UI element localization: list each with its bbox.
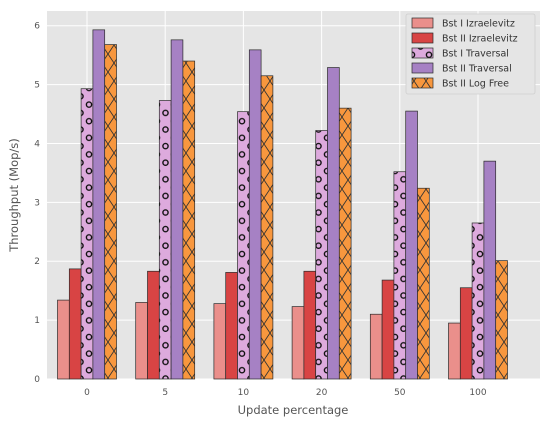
legend-swatch-bst-ii-log-free <box>411 77 434 89</box>
bar-bst-ii-traversal-50 <box>405 110 418 380</box>
legend-label-bst-i-izraelevitz: Bst I Izraelevitz <box>442 19 515 30</box>
x-tick-label-10: 10 <box>238 388 250 398</box>
y-axis-ticks: 0 1 2 3 4 5 6 <box>34 22 40 385</box>
bar-bst-i-izraelevitz-5 <box>135 302 148 380</box>
x-axis-label: Update percentage <box>238 403 349 417</box>
y-tick-label-5: 5 <box>34 81 40 91</box>
bar-bst-ii-izraelevitz-50 <box>381 279 395 380</box>
bar-bst-i-traversal-5 <box>158 100 172 380</box>
bar-bst-ii-log-free-10 <box>260 75 274 380</box>
bar-bst-ii-traversal-5 <box>170 39 184 380</box>
bar-bst-ii-traversal-10 <box>248 49 262 380</box>
y-tick-label-2: 2 <box>34 257 40 267</box>
x-tick-label-100: 100 <box>469 388 486 398</box>
bar-bst-ii-log-free-0 <box>104 44 117 380</box>
bar-bst-ii-traversal-0 <box>92 29 106 380</box>
legend-swatch-bst-i-izraelevitz <box>411 17 434 29</box>
y-tick-label-0: 0 <box>34 375 40 385</box>
y-axis-label: Throughput (Mop/s) <box>7 138 21 253</box>
bar-bst-ii-log-free-50 <box>417 187 430 380</box>
legend-swatch-bst-ii-traversal <box>411 62 434 74</box>
bar-bst-i-traversal-10 <box>237 111 250 380</box>
legend-label-bst-ii-traversal: Bst II Traversal <box>442 64 512 75</box>
bar-bst-i-izraelevitz-10 <box>213 303 227 380</box>
bar-bst-i-traversal-100 <box>471 222 485 380</box>
x-axis-ticks: 0 5 10 20 50 100 <box>84 388 487 398</box>
bar-bst-i-traversal-0 <box>80 88 94 380</box>
bar-bst-ii-izraelevitz-20 <box>303 270 317 380</box>
x-tick-label-0: 0 <box>84 388 90 398</box>
x-tick-label-5: 5 <box>162 388 168 398</box>
bar-bst-ii-log-free-100 <box>495 260 508 380</box>
x-tick-label-50: 50 <box>394 388 406 398</box>
bar-bst-ii-log-free-20 <box>338 107 352 380</box>
bars-group <box>57 29 508 380</box>
y-tick-label-3: 3 <box>34 198 40 208</box>
bar-bst-i-izraelevitz-0 <box>57 299 70 380</box>
legend: Bst I Izraelevitz Bst II Izraelevitz Bst I… <box>405 13 536 95</box>
bar-bst-ii-izraelevitz-5 <box>147 270 160 380</box>
bar-bst-ii-traversal-20 <box>327 67 340 380</box>
bar-bst-i-traversal-20 <box>315 130 328 380</box>
bar-bst-ii-traversal-100 <box>483 160 497 380</box>
bar-bst-ii-izraelevitz-10 <box>225 272 238 380</box>
legend-swatch-bst-ii-izraelevitz <box>411 32 434 44</box>
bar-bst-ii-log-free-5 <box>182 60 196 380</box>
legend-frame <box>405 13 536 95</box>
bar-bst-ii-izraelevitz-0 <box>68 268 82 380</box>
legend-label-bst-ii-izraelevitz: Bst II Izraelevitz <box>442 34 518 45</box>
y-tick-label-4: 4 <box>34 139 40 149</box>
x-tick-label-20: 20 <box>316 388 328 398</box>
bar-bst-i-traversal-50 <box>393 171 407 380</box>
legend-label-bst-ii-log-free: Bst II Log Free <box>442 79 509 90</box>
bar-bst-i-izraelevitz-50 <box>369 313 383 380</box>
bar-bst-i-izraelevitz-100 <box>448 322 461 380</box>
legend-swatch-bst-i-traversal <box>411 47 434 59</box>
legend-label-bst-i-traversal: Bst I Traversal <box>442 49 509 60</box>
bar-bst-ii-izraelevitz-100 <box>459 287 473 380</box>
y-tick-label-6: 6 <box>34 22 40 32</box>
bar-bst-i-izraelevitz-20 <box>291 306 305 380</box>
y-tick-label-1: 1 <box>34 316 40 326</box>
